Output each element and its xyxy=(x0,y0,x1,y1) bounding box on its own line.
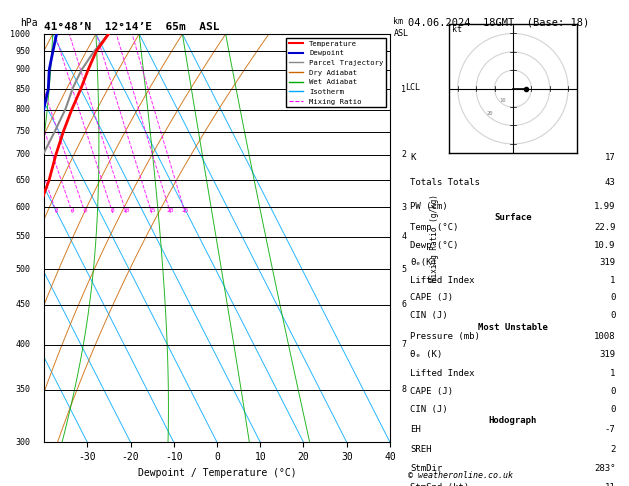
Text: Lifted Index: Lifted Index xyxy=(410,368,475,378)
Text: 500: 500 xyxy=(15,264,30,274)
Text: 22.9: 22.9 xyxy=(594,223,616,232)
Text: 350: 350 xyxy=(15,385,30,395)
Text: © weatheronline.co.uk: © weatheronline.co.uk xyxy=(408,471,513,480)
Text: θₑ (K): θₑ (K) xyxy=(410,350,442,360)
Text: 283°: 283° xyxy=(594,464,616,473)
Text: kt: kt xyxy=(452,25,462,34)
Text: Temp (°C): Temp (°C) xyxy=(410,223,459,232)
Text: 20: 20 xyxy=(167,208,174,213)
Text: 1008: 1008 xyxy=(594,332,616,341)
Text: CIN (J): CIN (J) xyxy=(410,405,448,414)
Text: 900: 900 xyxy=(15,65,30,74)
Text: Totals Totals: Totals Totals xyxy=(410,177,480,187)
Text: -7: -7 xyxy=(605,425,616,434)
Text: 5: 5 xyxy=(83,208,87,213)
Text: 300: 300 xyxy=(15,438,30,447)
Text: 11: 11 xyxy=(605,483,616,486)
Text: 10: 10 xyxy=(123,208,130,213)
Text: EH: EH xyxy=(410,425,421,434)
Text: SREH: SREH xyxy=(410,445,431,453)
Text: 4: 4 xyxy=(70,208,74,213)
Text: 1.99: 1.99 xyxy=(594,202,616,211)
Text: Mixing Ratio (g/kg): Mixing Ratio (g/kg) xyxy=(430,194,440,282)
Text: 0: 0 xyxy=(610,311,616,320)
Text: 319: 319 xyxy=(599,258,616,267)
Text: CAPE (J): CAPE (J) xyxy=(410,387,454,396)
Text: 43: 43 xyxy=(605,177,616,187)
Text: 5: 5 xyxy=(401,264,406,274)
Text: 800: 800 xyxy=(15,105,30,114)
Text: 8: 8 xyxy=(401,385,406,395)
Text: 10.9: 10.9 xyxy=(594,241,616,250)
Text: 0: 0 xyxy=(610,293,616,302)
Text: 2: 2 xyxy=(401,151,406,159)
Text: CAPE (J): CAPE (J) xyxy=(410,293,454,302)
Text: 319: 319 xyxy=(599,350,616,360)
Text: Pressure (mb): Pressure (mb) xyxy=(410,332,480,341)
Text: ASL: ASL xyxy=(394,29,408,38)
Text: Lifted Index: Lifted Index xyxy=(410,276,475,285)
Text: 600: 600 xyxy=(15,203,30,212)
Text: 950: 950 xyxy=(15,47,30,56)
Text: 15: 15 xyxy=(148,208,155,213)
Text: LCL: LCL xyxy=(406,83,421,92)
Text: 1: 1 xyxy=(610,368,616,378)
Text: CIN (J): CIN (J) xyxy=(410,311,448,320)
Text: 2: 2 xyxy=(610,445,616,453)
Text: 700: 700 xyxy=(15,151,30,159)
Text: StmDir: StmDir xyxy=(410,464,442,473)
Text: 17: 17 xyxy=(605,153,616,162)
Text: StmSpd (kt): StmSpd (kt) xyxy=(410,483,469,486)
Text: 3: 3 xyxy=(55,208,58,213)
Text: 7: 7 xyxy=(401,340,406,349)
Text: km: km xyxy=(394,17,403,26)
Text: hPa: hPa xyxy=(19,18,38,28)
Text: Hodograph: Hodograph xyxy=(489,416,537,425)
Text: PW (cm): PW (cm) xyxy=(410,202,448,211)
Text: 25: 25 xyxy=(181,208,189,213)
Text: 4: 4 xyxy=(401,232,406,241)
Text: Surface: Surface xyxy=(494,213,532,222)
Text: 650: 650 xyxy=(15,175,30,185)
Text: 0: 0 xyxy=(610,387,616,396)
Text: Most Unstable: Most Unstable xyxy=(478,323,548,331)
Text: 6: 6 xyxy=(401,300,406,309)
Text: 10: 10 xyxy=(499,98,506,103)
Text: 8: 8 xyxy=(111,208,114,213)
Text: 1: 1 xyxy=(610,276,616,285)
Text: 04.06.2024  18GMT  (Base: 18): 04.06.2024 18GMT (Base: 18) xyxy=(408,17,589,27)
Text: 0: 0 xyxy=(610,405,616,414)
Text: 550: 550 xyxy=(15,232,30,241)
Legend: Temperature, Dewpoint, Parcel Trajectory, Dry Adiabat, Wet Adiabat, Isotherm, Mi: Temperature, Dewpoint, Parcel Trajectory… xyxy=(286,37,386,107)
Text: 1000: 1000 xyxy=(10,30,30,38)
Text: 400: 400 xyxy=(15,340,30,349)
Text: 20: 20 xyxy=(486,111,493,116)
Text: 3: 3 xyxy=(401,203,406,212)
Text: 41°48’N  12°14’E  65m  ASL: 41°48’N 12°14’E 65m ASL xyxy=(44,22,220,32)
Text: Dewp (°C): Dewp (°C) xyxy=(410,241,459,250)
Text: 850: 850 xyxy=(15,85,30,94)
Text: 450: 450 xyxy=(15,300,30,309)
Text: θₑ(K): θₑ(K) xyxy=(410,258,437,267)
Text: 750: 750 xyxy=(15,127,30,136)
Text: K: K xyxy=(410,153,416,162)
X-axis label: Dewpoint / Temperature (°C): Dewpoint / Temperature (°C) xyxy=(138,468,296,478)
Text: 1: 1 xyxy=(401,85,406,94)
